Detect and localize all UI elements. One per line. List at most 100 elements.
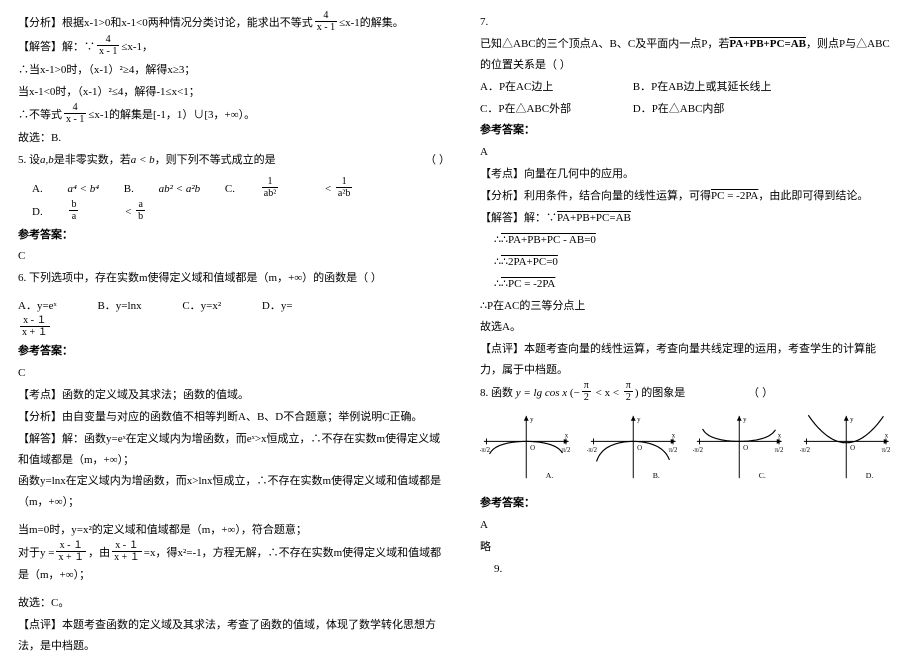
fraction: 1ab²	[262, 176, 300, 199]
q6-sv2: 函数y=lnx在定义域内为增函数，而x>lnx恒成立，∴不存在实数m使得定义域和…	[18, 471, 450, 513]
solve-line2: 当x-1<0时，（x-1）²≤4，解得-1≤x<1；	[18, 82, 450, 103]
q8-num: 8. 函数	[480, 387, 513, 399]
q6-sv3: 当m=0时，y=x²的定义域和值域都是（m，+∞），符合题意；	[18, 520, 450, 541]
svg-text:O: O	[743, 445, 748, 452]
fraction: π2	[624, 380, 633, 403]
q7-sv5: 故选A。	[480, 317, 892, 338]
solve-text: 解：∵	[62, 41, 95, 53]
q7-sv1: ∴∴PA+PB+PC - AB=0	[480, 230, 892, 251]
text: 已知△ABC的三个顶点A、B、C及平面内一点P，若	[480, 38, 729, 50]
opt-d: D. ba < ab	[32, 206, 189, 218]
fraction: ab	[136, 199, 167, 222]
opt-a: A. a⁴ < b⁴	[32, 183, 99, 195]
q8-answer: A	[480, 515, 892, 536]
text: ∴不等式	[18, 109, 62, 121]
label: D.	[32, 206, 43, 218]
q5-options: A. a⁴ < b⁴ B. ab² < a²b C. 1ab² < 1a²b D…	[18, 178, 450, 224]
analysis-label: 【分析】	[18, 17, 62, 29]
opt-d: D．P在△ABC内部	[633, 103, 725, 115]
label: 【解答】	[18, 433, 62, 445]
svg-text:x: x	[884, 433, 888, 440]
fraction: 4x - 1	[315, 10, 337, 33]
svg-text:A.: A.	[546, 471, 554, 480]
label: 【考点】	[18, 389, 62, 401]
label: 【考点】	[480, 168, 524, 180]
q7-answer: A	[480, 142, 892, 163]
text: ，由此即可得到结论。	[758, 190, 868, 202]
q8-charts: -π/2 π/2 O x y A. -π/2 π/2 O x y B. -π/2…	[480, 411, 892, 483]
vec-expr: PC = -2PA	[711, 190, 758, 202]
q6-cm: 【点评】本题考查函数的定义域及其求法，考查了函数的值域，体现了数学转化思想方法，…	[18, 615, 450, 657]
paren: （ ）	[748, 387, 773, 399]
q5-ab: a,b	[40, 154, 54, 166]
eq: y =	[40, 547, 54, 559]
answer-label: 参考答案：	[480, 493, 892, 514]
q7-text: 已知△ABC的三个顶点A、B、C及平面内一点P，若PA+PB+PC=AB，则点P…	[480, 34, 892, 76]
q7-sv0: 【解答】解：∵PA+PB+PC=AB	[480, 208, 892, 229]
text: 向量在几何中的应用。	[524, 168, 634, 180]
vec-expr: PA+PB+PC=AB	[557, 212, 631, 224]
vec-expr: ∴PC = -2PA	[501, 278, 555, 290]
q5-answer: C	[18, 246, 450, 267]
fraction: 4x - 1	[64, 102, 86, 125]
svg-text:y: y	[743, 417, 747, 424]
fraction: 4x - 1	[97, 34, 119, 57]
fraction: π2	[582, 380, 591, 403]
text: 本题考查函数的定义域及其求法，考查了函数的值域，体现了数学转化思想方法，是中档题…	[18, 619, 436, 652]
q7-sv4: ∴P在AC的三等分点上	[480, 296, 892, 317]
svg-text:y: y	[637, 417, 641, 424]
paren: （ ）	[425, 150, 450, 171]
answer-label: 参考答案：	[18, 225, 450, 246]
solve-tail: ≤x-1，	[121, 41, 153, 53]
text: 解：∵	[524, 212, 557, 224]
svg-text:-π/2: -π/2	[480, 447, 491, 454]
answer-label: 参考答案：	[18, 341, 450, 362]
text: 是非零实数，若	[54, 154, 131, 166]
opt-c: C．y=x²	[182, 300, 221, 312]
q6-answer: C	[18, 363, 450, 384]
svg-text:-π/2: -π/2	[587, 447, 598, 454]
vec-expr: ∴PA+PB+PC - AB=0	[501, 234, 596, 246]
text: ≤x-1的解集是[-1，1）∪[3，+∞）。	[88, 109, 255, 121]
q6-options: A．y=eˣ B．y=lnx C．y=x² D．y=x - １x + １	[18, 296, 450, 340]
label: 【点评】	[18, 619, 62, 631]
svg-text:y: y	[530, 417, 534, 424]
label: 【分析】	[480, 190, 524, 202]
svg-text:π/2: π/2	[562, 447, 571, 454]
q8-fn: y = lg cos x	[516, 387, 567, 399]
fraction: 1a²b	[336, 176, 374, 199]
fraction: x - １x + １	[56, 540, 86, 563]
opt-b: B．P在AB边上或其延长线上	[633, 81, 772, 93]
svg-text:x: x	[778, 433, 782, 440]
text: 对于	[18, 547, 40, 559]
q5-num: 5. 设	[18, 154, 40, 166]
q4-solve: 【解答】解：∵4x - 1≤x-1，	[18, 36, 450, 59]
vec-expr: ∴2PA+PC=0	[501, 256, 558, 268]
solve-label: 【解答】	[18, 41, 62, 53]
chart-A: -π/2 π/2 O x y A.	[480, 411, 573, 483]
solve-line3: ∴不等式4x - 1≤x-1的解集是[-1，1）∪[3，+∞）。	[18, 104, 450, 127]
fraction: x - １x + １	[112, 540, 142, 563]
svg-text:π/2: π/2	[775, 447, 784, 454]
opt-a: A．P在AC边上	[480, 77, 630, 98]
svg-text:O: O	[530, 445, 535, 452]
label: A.	[32, 183, 43, 195]
label: 【分析】	[18, 411, 62, 423]
q9-num: 9.	[480, 559, 892, 580]
opt-a: A．y=eˣ	[18, 300, 57, 312]
q6-kp: 【考点】函数的定义域及其求法；函数的值域。	[18, 385, 450, 406]
answer-label: 参考答案：	[480, 120, 892, 141]
text: ，则下列不等式成立的是	[155, 154, 276, 166]
q7-kp: 【考点】向量在几何中的应用。	[480, 164, 892, 185]
opt-b: B. ab² < a²b	[124, 183, 200, 195]
q7-an: 【分析】利用条件，结合向量的线性运算，可得PC = -2PA，由此即可得到结论。	[480, 186, 892, 207]
q8-note: 略	[480, 537, 892, 558]
text: 由自变量与对应的函数值不相等判断A、B、D不合题意；举例说明C正确。	[62, 411, 423, 423]
svg-text:D.: D.	[865, 471, 873, 480]
opt-c: C．P在△ABC外部	[480, 99, 630, 120]
svg-text:x: x	[565, 433, 569, 440]
label: D．y=	[262, 300, 293, 312]
opt-d: D．y=x - １x + １	[18, 300, 331, 334]
expr: a⁴ < b⁴	[67, 183, 99, 195]
chart-C: -π/2 π/2 O x y C.	[693, 411, 786, 483]
